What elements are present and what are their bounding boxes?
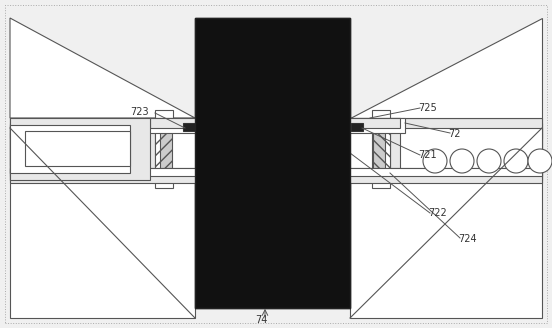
Bar bbox=[10, 168, 542, 176]
Text: 722: 722 bbox=[428, 208, 447, 218]
Bar bbox=[170, 118, 195, 180]
Bar bbox=[150, 118, 400, 128]
Bar bbox=[10, 118, 542, 138]
Bar bbox=[160, 120, 172, 178]
Bar bbox=[10, 125, 130, 173]
Bar bbox=[195, 18, 350, 308]
Bar bbox=[10, 118, 542, 180]
Bar bbox=[351, 123, 363, 131]
Bar bbox=[10, 118, 150, 180]
Bar bbox=[195, 18, 350, 308]
Bar bbox=[350, 118, 372, 180]
Bar bbox=[375, 118, 390, 180]
Circle shape bbox=[477, 149, 501, 173]
Bar bbox=[145, 118, 175, 180]
Text: 74: 74 bbox=[255, 315, 267, 325]
Circle shape bbox=[423, 149, 447, 173]
Text: 724: 724 bbox=[458, 234, 476, 244]
Bar bbox=[25, 131, 130, 166]
Bar bbox=[10, 168, 542, 183]
Circle shape bbox=[504, 149, 528, 173]
Bar bbox=[155, 110, 173, 188]
Bar bbox=[10, 133, 140, 165]
Circle shape bbox=[528, 149, 552, 173]
Bar bbox=[155, 118, 170, 180]
Bar bbox=[10, 123, 542, 173]
Polygon shape bbox=[350, 18, 542, 118]
Polygon shape bbox=[350, 128, 542, 318]
Text: 721: 721 bbox=[418, 150, 437, 160]
Polygon shape bbox=[10, 128, 195, 318]
Text: 72: 72 bbox=[448, 129, 460, 139]
Polygon shape bbox=[10, 18, 195, 118]
Bar bbox=[373, 120, 385, 178]
Bar bbox=[10, 125, 160, 173]
Text: 725: 725 bbox=[418, 103, 437, 113]
Bar bbox=[183, 123, 195, 131]
Circle shape bbox=[450, 149, 474, 173]
Bar bbox=[370, 118, 400, 180]
Text: 723: 723 bbox=[130, 107, 148, 117]
Bar bbox=[372, 110, 390, 188]
Bar bbox=[145, 118, 405, 133]
